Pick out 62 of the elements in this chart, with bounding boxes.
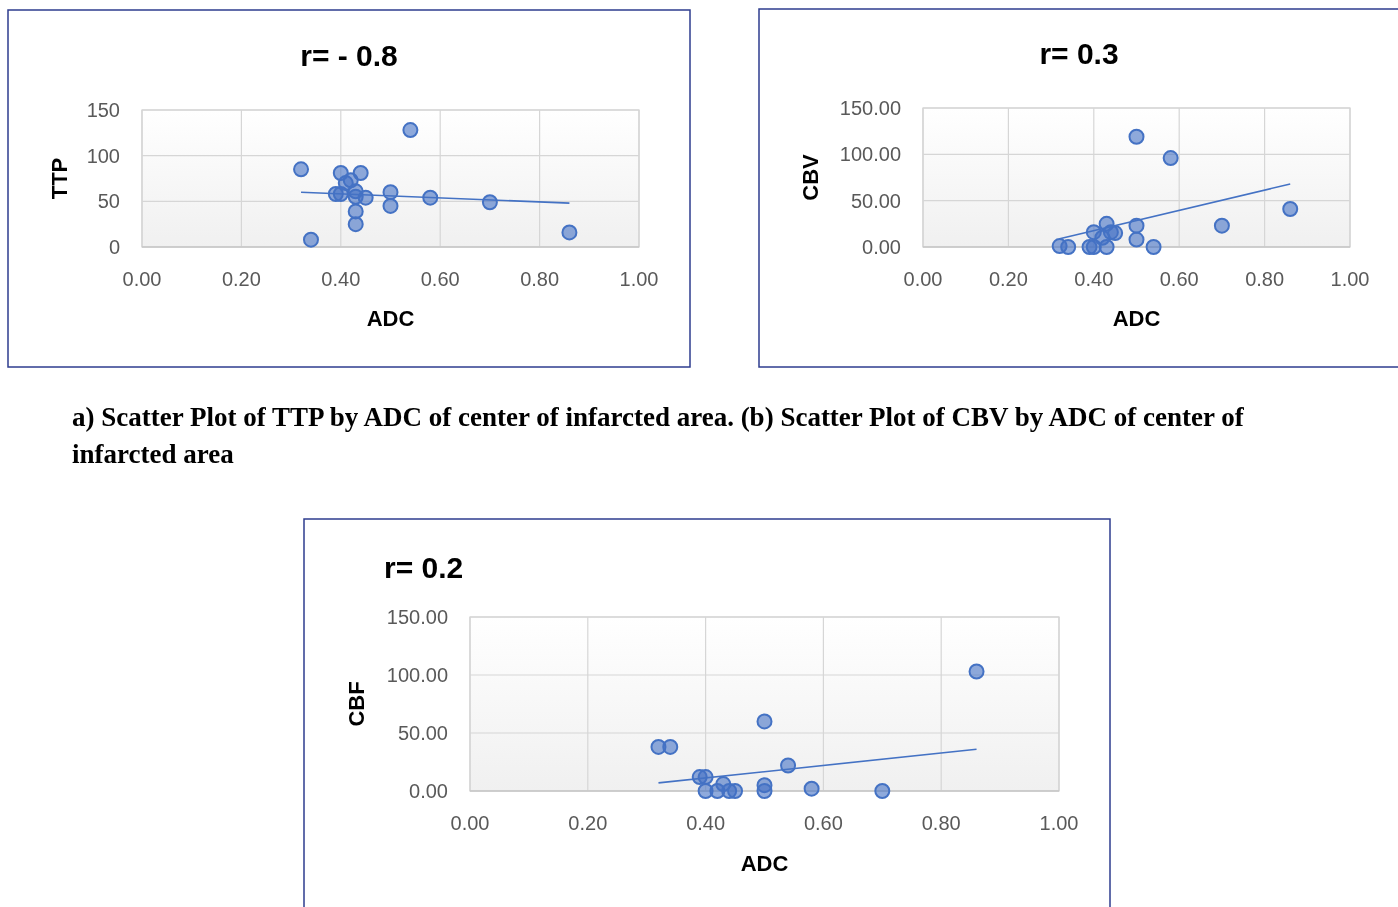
point [1145,239,1162,255]
point [1107,225,1124,242]
y-tick-label: 100.00 [839,143,901,166]
y-axis-title: CBV [798,153,823,201]
y-tick-label: 150.00 [839,97,901,119]
y-axis-title: TTP [47,157,72,200]
x-tick-label: 0.40 [1074,268,1114,290]
x-tick-label: 0.60 [803,812,843,834]
y-tick-label: 50.00 [850,189,901,212]
point [1128,128,1145,145]
chart-title: r= 0.2 [384,551,464,584]
point [1282,201,1299,217]
point [874,783,891,799]
point [293,161,310,178]
x-tick-label: 0.00 [450,812,490,834]
point [1213,217,1230,234]
y-axis-title: CBF [344,681,369,727]
y-tick-label: 150 [86,99,120,121]
x-tick-label: 0.20 [568,812,608,834]
x-tick-label: 0.80 [921,812,961,834]
point [1162,150,1179,167]
y-tick-label: 100 [86,144,120,167]
point [347,216,364,233]
point [803,780,820,797]
point [727,783,744,799]
x-tick-label: 0.40 [686,812,726,834]
x-tick-label: 0.60 [420,268,460,290]
y-tick-label: 50.00 [397,722,448,744]
point [1060,239,1077,255]
point [968,663,985,680]
point [1128,231,1145,248]
x-tick-label: 1.00 [1039,812,1079,834]
point [662,738,679,755]
point [382,197,399,214]
point [302,231,319,248]
y-tick-label: 150.00 [386,606,448,628]
text: a) Scatter Plot of TTP by ADC of center of infarcted area. (b) Scatter Plot of CBV by ADC of center of infarcted area [72,402,1245,469]
x-tick-label: 0.00 [122,268,162,290]
x-axis-title: ADC [366,306,415,331]
point [756,713,773,730]
x-axis-title: ADC [1112,306,1161,331]
y-tick-label: 100.00 [386,664,448,686]
x-tick-label: 1.00 [1330,268,1370,290]
chart-title: r= 0.3 [1039,37,1119,70]
x-tick-label: 0.80 [520,268,560,290]
x-tick-label: 0.20 [988,268,1028,290]
point [561,224,578,241]
x-tick-label: 0.40 [321,268,361,290]
y-tick-label: 50 [97,190,120,213]
y-tick-label: 0 [108,236,120,258]
x-tick-label: 1.00 [619,268,659,290]
x-tick-label: 0.00 [903,268,943,290]
x-axis-title: ADC [740,851,789,876]
x-tick-label: 0.20 [221,268,261,290]
x-tick-label: 0.60 [1159,268,1199,290]
chart-title: r= - 0.8 [300,39,398,72]
point [352,165,369,182]
point [402,122,419,139]
y-tick-label: 0.00 [862,236,901,258]
x-tick-label: 0.80 [1245,268,1285,290]
y-tick-label: 0.00 [409,780,448,802]
point [756,783,773,799]
